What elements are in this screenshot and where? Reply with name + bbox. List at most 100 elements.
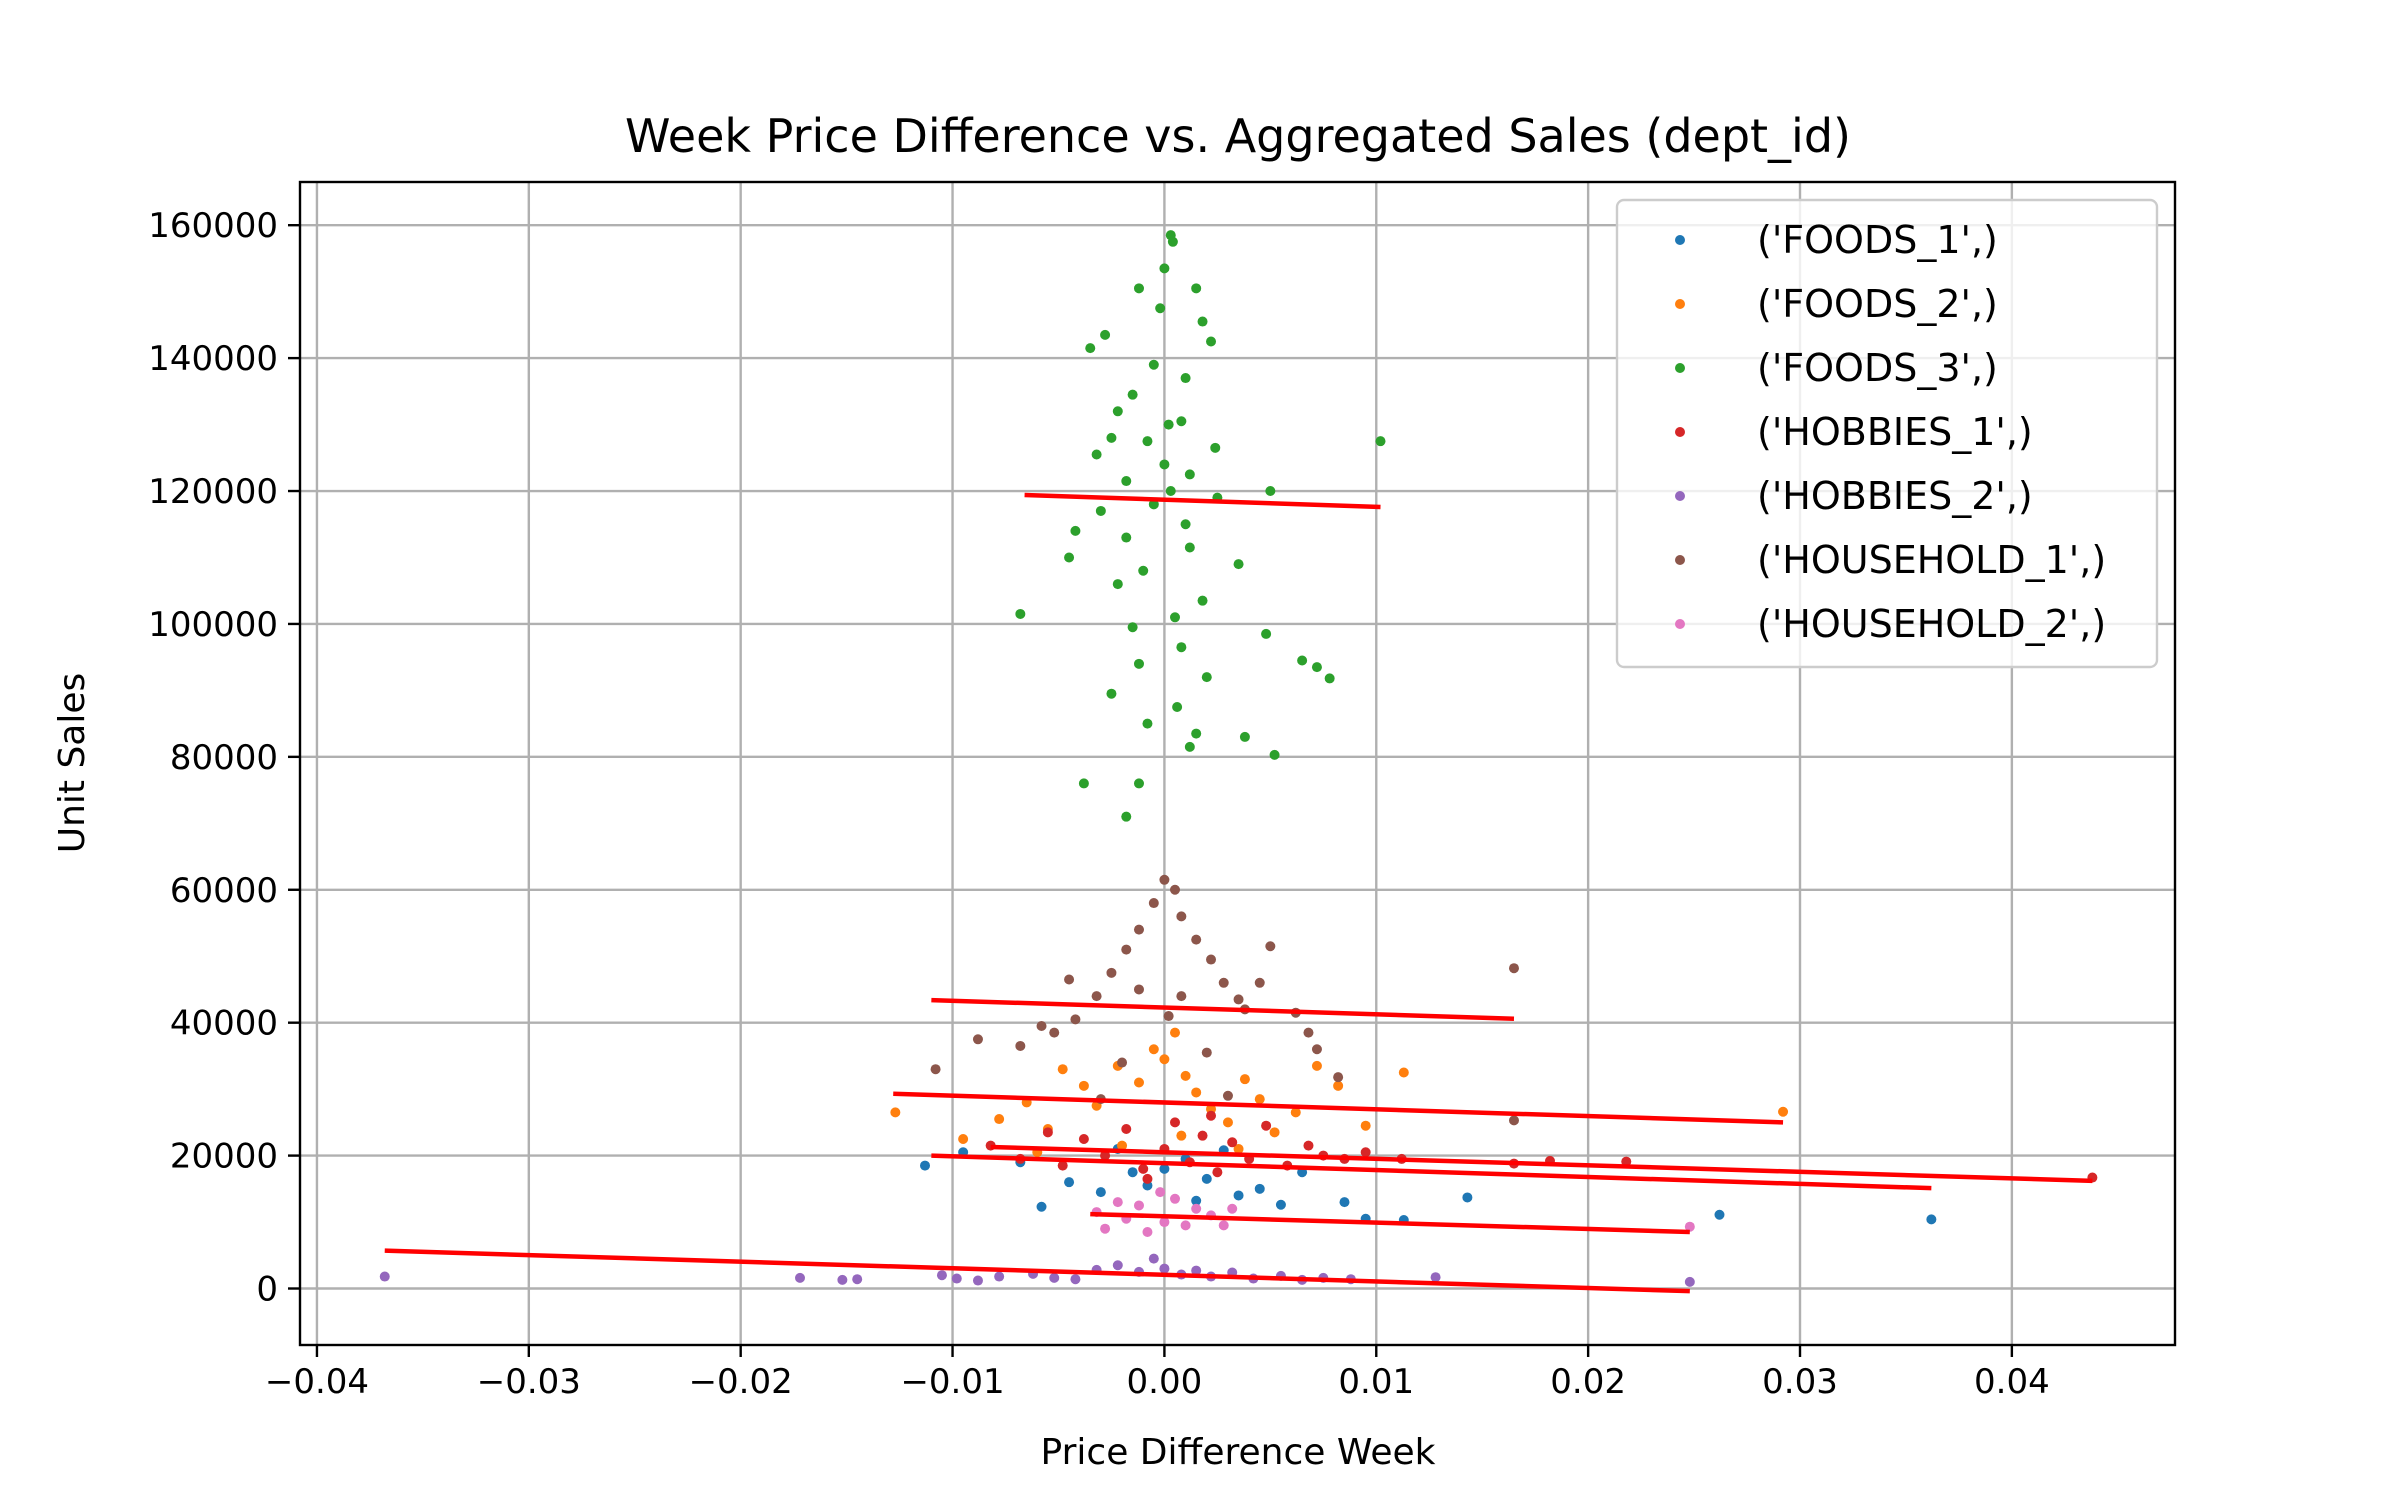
data-point: [920, 1160, 930, 1171]
data-point: [1148, 1044, 1159, 1055]
data-point: [1165, 486, 1176, 497]
data-point: [1684, 1221, 1695, 1232]
x-tick-label: −0.03: [477, 1362, 581, 1402]
data-point: [1133, 1200, 1144, 1211]
data-point: [1078, 778, 1089, 789]
trend-line: [1024, 492, 1381, 510]
data-point: [1265, 941, 1276, 952]
data-point: [1210, 442, 1221, 453]
x-tick-label: 0.04: [1974, 1362, 2050, 1402]
data-point: [1375, 436, 1386, 447]
data-point: [1462, 1192, 1473, 1203]
x-tick-label: 0.00: [1127, 1362, 1203, 1402]
data-point: [1170, 612, 1180, 623]
data-point: [994, 1271, 1005, 1282]
data-point: [1290, 1107, 1301, 1118]
data-point: [1121, 532, 1132, 543]
data-point: [1333, 1072, 1344, 1083]
data-point: [1265, 486, 1276, 497]
data-point: [1170, 1027, 1180, 1038]
legend-box: [1615, 198, 2159, 669]
data-point: [1184, 542, 1195, 553]
data-point: [994, 1114, 1005, 1125]
data-point: [972, 1034, 983, 1045]
data-point: [837, 1274, 848, 1285]
data-point: [1176, 416, 1187, 427]
trend-line: [384, 1248, 1690, 1294]
data-point: [1138, 1163, 1149, 1174]
y-tick-label: 40000: [170, 1004, 278, 1044]
legend-label: ('FOODS_3',): [1757, 346, 1998, 390]
data-point: [1172, 702, 1183, 713]
data-point: [1078, 1080, 1089, 1091]
data-point: [936, 1270, 947, 1281]
data-point: [1191, 283, 1202, 294]
legend-label: ('HOBBIES_1',): [1757, 410, 2033, 454]
data-point: [1269, 749, 1280, 760]
data-point: [1324, 673, 1335, 684]
data-point: [1180, 373, 1191, 384]
data-point: [1206, 954, 1217, 965]
data-point: [1159, 1054, 1170, 1065]
data-point: [1926, 1214, 1937, 1225]
data-point: [1142, 1227, 1153, 1238]
legend-label: ('HOUSEHOLD_1',): [1757, 538, 2106, 582]
data-point: [1057, 1064, 1068, 1075]
data-point: [1714, 1209, 1725, 1220]
data-point: [1191, 1195, 1202, 1206]
data-point: [1170, 1193, 1180, 1204]
data-point: [1142, 718, 1153, 729]
legend-marker: [1675, 427, 1685, 437]
data-point: [1621, 1156, 1632, 1167]
data-point: [1133, 283, 1144, 294]
data-point: [1233, 1190, 1244, 1201]
data-point: [1112, 1260, 1123, 1271]
x-axis-title: Price Difference Week: [1041, 1432, 1436, 1473]
data-point: [1064, 552, 1075, 563]
data-point: [1218, 1220, 1229, 1231]
data-point: [1778, 1106, 1789, 1117]
trend-line: [1090, 1211, 1690, 1235]
data-point: [1201, 1173, 1212, 1184]
data-point: [795, 1272, 805, 1283]
data-point: [1100, 1223, 1111, 1234]
data-point: [1133, 924, 1144, 935]
data-point: [1148, 1253, 1159, 1264]
data-point: [1176, 1130, 1187, 1141]
data-point: [1398, 1067, 1409, 1078]
data-point: [1227, 1137, 1238, 1148]
y-tick-label: 160000: [148, 206, 278, 246]
data-point: [1106, 688, 1117, 699]
axis-ticks: −0.04 −0.03 −0.02 −0.01 0.00 0.01 0.02 0.03 0.04…: [148, 206, 2050, 1402]
data-point: [1206, 336, 1217, 347]
data-point: [1100, 1150, 1111, 1161]
data-point: [1311, 1060, 1322, 1071]
data-point: [1508, 1115, 1519, 1126]
data-point: [951, 1273, 962, 1284]
data-point: [1106, 432, 1117, 443]
x-tick-label: −0.02: [689, 1362, 793, 1402]
data-point: [1254, 1183, 1265, 1194]
data-point: [1170, 884, 1180, 895]
data-point: [1191, 1265, 1202, 1276]
data-point: [1191, 1203, 1202, 1214]
data-points: [379, 230, 2098, 1287]
trend-line: [931, 997, 1515, 1021]
data-point: [1360, 1120, 1371, 1131]
data-point: [1176, 911, 1187, 922]
trend-line: [990, 1144, 2093, 1184]
legend-marker: [1675, 299, 1685, 309]
y-tick-label: 80000: [170, 738, 278, 778]
data-point: [930, 1064, 941, 1075]
legend-marker: [1675, 619, 1685, 629]
chart-title: Week Price Difference vs. Aggregated Sal…: [625, 109, 1851, 163]
data-point: [1159, 263, 1170, 274]
data-point: [1197, 595, 1208, 606]
x-tick-label: 0.03: [1762, 1362, 1838, 1402]
data-point: [379, 1271, 390, 1282]
data-point: [1133, 778, 1144, 789]
data-point: [1091, 991, 1102, 1002]
data-point: [1430, 1272, 1441, 1283]
trend-line: [893, 1091, 1784, 1125]
data-point: [1142, 436, 1153, 447]
